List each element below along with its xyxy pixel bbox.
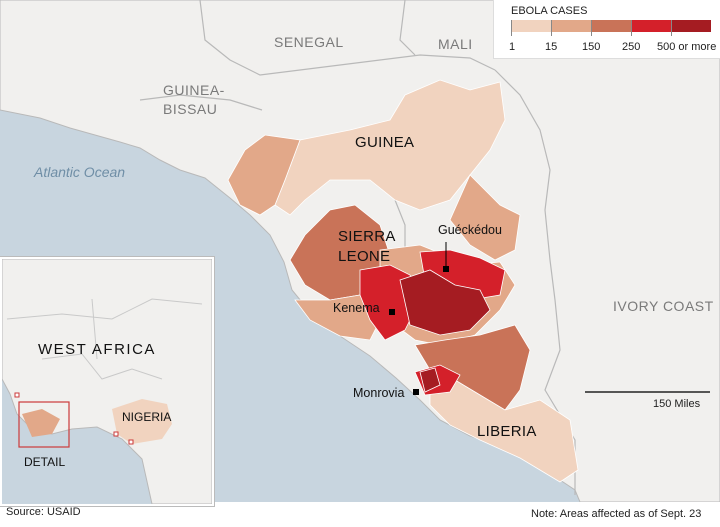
region-monrovia-core bbox=[419, 367, 441, 393]
legend-label-5: 500 or more bbox=[657, 41, 717, 53]
inset-borders bbox=[6, 298, 203, 380]
legend: EBOLA CASES 1 15 150 250 500 or more bbox=[493, 0, 720, 59]
inset-marker-2 bbox=[113, 431, 119, 437]
scale-label: 150 Miles bbox=[653, 398, 701, 410]
label-senegal: SENEGAL bbox=[274, 34, 344, 50]
inset-label-detail: DETAIL bbox=[24, 455, 66, 469]
gueckedou-marker bbox=[443, 266, 449, 272]
monrovia-marker bbox=[413, 389, 419, 395]
region-guinea-west bbox=[227, 134, 301, 216]
region-liberia-south bbox=[429, 369, 579, 483]
region-core bbox=[399, 269, 491, 336]
source-text: Source: USAID bbox=[6, 506, 81, 518]
legend-swatch-5 bbox=[671, 20, 711, 32]
inset-marker-1 bbox=[14, 392, 20, 398]
label-sierra-leone-2: LEONE bbox=[338, 248, 391, 265]
label-mali: MALI bbox=[438, 36, 473, 52]
region-guinea-east bbox=[449, 174, 521, 261]
legend-label-1: 1 bbox=[509, 41, 516, 53]
inset-affected bbox=[22, 409, 60, 437]
legend-tick-4 bbox=[631, 20, 632, 36]
affected-regions bbox=[227, 79, 579, 483]
legend-tick-1 bbox=[511, 20, 512, 36]
inset-svg bbox=[1, 258, 213, 505]
legend-swatch-3 bbox=[591, 20, 631, 32]
legend-swatch-2 bbox=[551, 20, 591, 32]
legend-tick-2 bbox=[551, 20, 552, 36]
label-guinea: GUINEA bbox=[355, 134, 415, 151]
inset-label-nigeria: NIGERIA bbox=[122, 410, 172, 424]
region-guinea-north bbox=[274, 79, 506, 216]
label-ivory-coast: IVORY COAST bbox=[613, 298, 714, 314]
footer-strip bbox=[0, 502, 720, 527]
label-guinea-bissau-1: GUINEA- bbox=[163, 82, 225, 98]
legend-swatch-4 bbox=[631, 20, 671, 32]
label-liberia: LIBERIA bbox=[477, 423, 537, 440]
label-atlantic-ocean: Atlantic Ocean bbox=[34, 164, 126, 180]
legend-title: EBOLA CASES bbox=[511, 5, 588, 17]
city-gueckedou: Guéckédou bbox=[438, 223, 502, 237]
city-monrovia: Monrovia bbox=[353, 386, 405, 400]
inset-label-region: WEST AFRICA bbox=[38, 341, 156, 358]
legend-label-2: 15 bbox=[545, 41, 558, 53]
legend-tick-5 bbox=[671, 20, 672, 36]
region-sl-coast bbox=[294, 294, 381, 341]
city-kenema: Kenema bbox=[333, 301, 380, 315]
label-sierra-leone-1: SIERRA bbox=[338, 228, 396, 245]
country-borders bbox=[139, 0, 576, 495]
inset-nigeria bbox=[112, 399, 172, 444]
inset-map: WEST AFRICA NIGERIA DETAIL bbox=[0, 257, 214, 506]
legend-label-3: 150 bbox=[582, 41, 601, 53]
legend-swatch-1 bbox=[511, 20, 551, 32]
legend-tick-3 bbox=[591, 20, 592, 36]
label-guinea-bissau-2: BISSAU bbox=[163, 101, 218, 117]
legend-label-4: 250 bbox=[622, 41, 641, 53]
inset-detail-box bbox=[18, 401, 70, 448]
inset-marker-3 bbox=[128, 439, 134, 445]
note-text: Note: Areas affected as of Sept. 23 bbox=[531, 508, 702, 520]
kenema-marker bbox=[389, 309, 395, 315]
